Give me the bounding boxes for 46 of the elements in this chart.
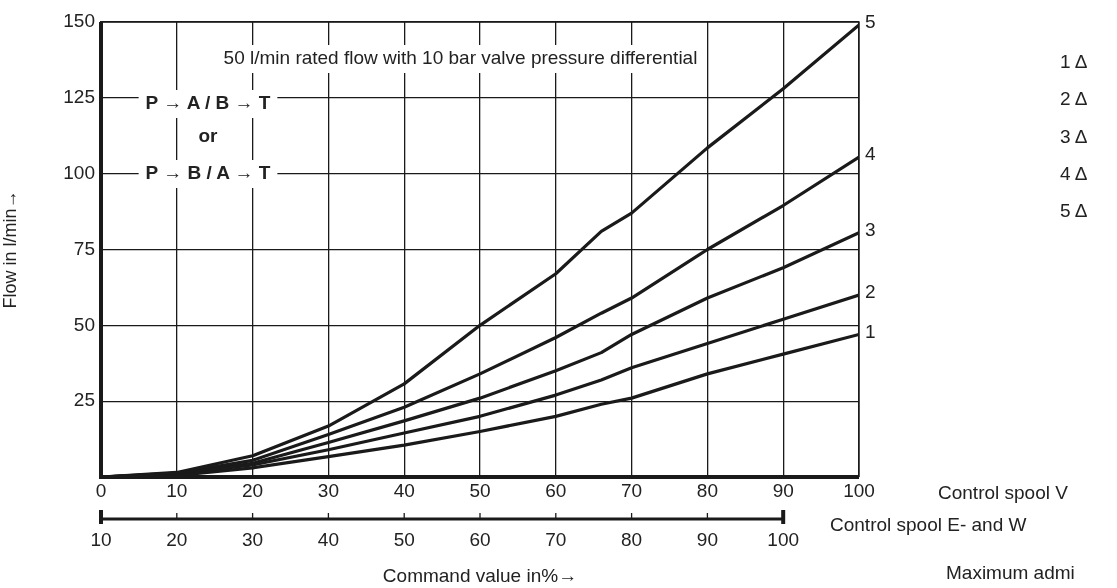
text: 3 Δ <box>1060 126 1088 148</box>
series-label: 2 <box>865 281 876 303</box>
series-label: 1 <box>865 320 876 342</box>
series-label: 4 <box>865 143 876 165</box>
x2-tick-label: 100 <box>767 528 800 550</box>
x2-tick-label: 10 <box>90 528 112 550</box>
x2-tick-label: 80 <box>621 528 643 550</box>
x-tick-label: 10 <box>166 479 188 501</box>
x2-tick-label: 20 <box>166 528 188 550</box>
series-label: 3 <box>865 219 876 241</box>
x-tick-label: 60 <box>545 479 567 501</box>
x-tick-label: 100 <box>843 479 875 501</box>
y-tick-label: 75 <box>73 237 95 259</box>
x2-tick-label: 60 <box>469 528 491 550</box>
x2-tick-label: 40 <box>317 528 339 550</box>
x2-tick-label: 90 <box>696 528 718 550</box>
text: Maximum admi <box>946 562 1075 584</box>
y-tick-label: 150 <box>63 10 95 32</box>
x2-tick-label: 70 <box>545 528 567 550</box>
annotation: P → B / A → T <box>145 162 271 184</box>
x-axis-title: Command value in%→ <box>382 564 578 586</box>
annotation: or <box>198 125 219 147</box>
x-tick-label: 80 <box>696 479 718 501</box>
text: 1 Δ <box>1060 51 1088 73</box>
text: 50 l/min rated flow with 10 bar valve pressure differential <box>223 47 698 69</box>
y-tick-label: 25 <box>73 389 95 411</box>
annotation: P → A / B → T <box>145 92 271 114</box>
text: 5 Δ <box>1060 200 1088 222</box>
y-tick-label: 100 <box>63 161 95 183</box>
x-tick-label: 20 <box>242 479 264 501</box>
x2-tick-label: 50 <box>393 528 415 550</box>
y-tick-label: 125 <box>63 86 95 108</box>
x-tick-label: 90 <box>772 479 794 501</box>
text: 4 Δ <box>1060 163 1088 185</box>
y-axis-title: Flow in l/min→ <box>0 190 20 309</box>
x2-tick-label: 30 <box>242 528 264 550</box>
text: 2 Δ <box>1060 88 1088 110</box>
x-tick-label: 40 <box>393 479 415 501</box>
y-tick-label: 50 <box>73 313 95 335</box>
x-tick-label: 30 <box>317 479 339 501</box>
x-tick-label: 0 <box>95 479 107 501</box>
x-tick-label: 70 <box>621 479 643 501</box>
series-label: 5 <box>865 11 876 33</box>
x-tick-label: 50 <box>469 479 491 501</box>
text: Control spool E- and W <box>830 514 1027 536</box>
text: Control spool V <box>938 482 1069 504</box>
